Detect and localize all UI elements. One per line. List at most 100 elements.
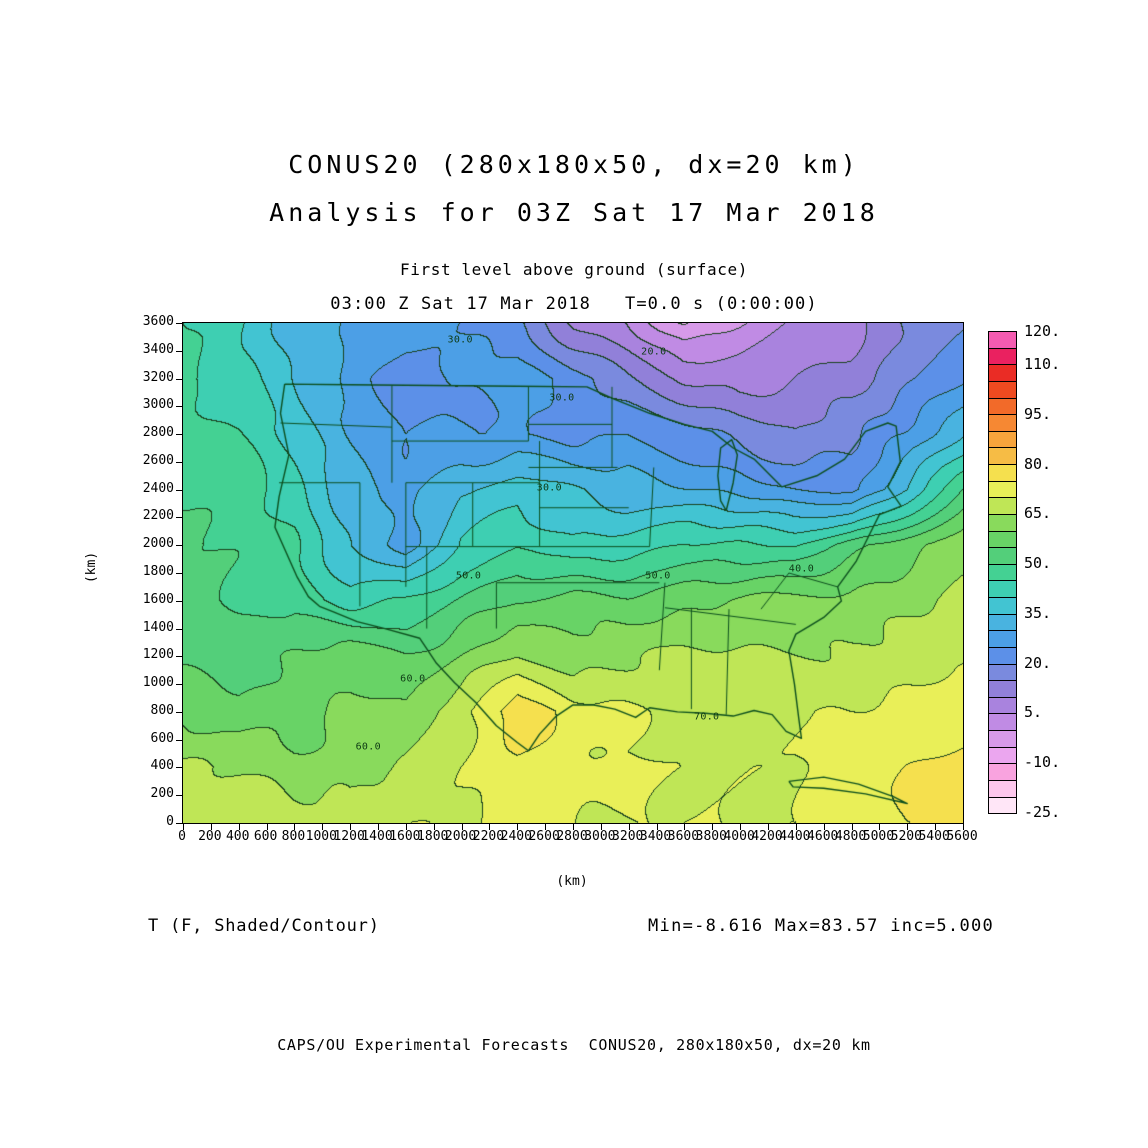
x-tick-mark <box>461 823 463 830</box>
y-tick-mark <box>176 489 183 491</box>
x-tick-mark <box>823 823 825 830</box>
x-tick-label: 1600 <box>389 829 421 844</box>
y-tick-label: 3000 <box>142 397 174 413</box>
x-tick-mark <box>600 823 602 830</box>
y-tick-mark <box>176 795 183 797</box>
colorbar-tick-label: 50. <box>1024 554 1052 573</box>
y-tick-label: 1400 <box>142 619 174 635</box>
y-tick-mark <box>176 656 183 658</box>
x-axis-tick-labels: 0 200 400 600 800 1000 1200 1400 1600 1800 2000 220… <box>178 829 978 846</box>
title-line-2: Analysis for 03Z Sat 17 Mar 2018 <box>269 198 879 227</box>
x-tick-mark <box>322 823 324 830</box>
y-tick-mark <box>176 823 183 824</box>
y-tick-mark <box>176 600 183 602</box>
y-tick-mark <box>176 767 183 769</box>
colorbar-cell <box>989 564 1016 582</box>
y-tick-label: 3600 <box>142 314 174 329</box>
colorbar-cell <box>989 514 1016 532</box>
x-tick-label: 3200 <box>612 829 644 844</box>
x-tick-label: 600 <box>253 829 278 844</box>
y-tick-label: 0 <box>166 814 174 829</box>
x-tick-label: 2200 <box>472 829 505 844</box>
y-tick-mark <box>176 739 183 741</box>
colorbar-cell <box>989 581 1016 598</box>
colorbar-tick-label: 120. <box>1024 322 1061 340</box>
x-tick-mark <box>851 823 853 830</box>
x-tick-mark <box>350 823 352 830</box>
contour-label: 60.0 <box>400 673 426 685</box>
x-tick-label: 200 <box>198 829 222 844</box>
y-tick-label: 1600 <box>142 591 174 607</box>
level-subtitle: First level above ground (surface) <box>400 260 748 279</box>
y-tick-label: 2000 <box>142 536 174 552</box>
y-tick-label: 2200 <box>142 508 174 524</box>
y-axis-tick-labels: 0 200 400 600 800 1000 1200 1400 1600 1800 2000 220… <box>118 314 174 829</box>
y-tick-mark <box>176 406 183 408</box>
x-tick-label: 1000 <box>305 829 337 844</box>
colorbar-cell <box>989 431 1016 449</box>
x-tick-mark <box>378 823 379 830</box>
colorbar-tick-label: 80. <box>1024 454 1052 473</box>
x-tick-mark <box>294 823 296 830</box>
x-tick-mark <box>684 823 686 830</box>
colorbar-cell <box>989 381 1016 399</box>
colorbar-cell <box>989 398 1016 416</box>
x-axis-label: (km) <box>556 874 588 889</box>
x-tick-mark <box>879 823 881 830</box>
x-tick-label: 4000 <box>723 829 755 844</box>
y-tick-label: 200 <box>150 786 174 802</box>
colorbar-cell <box>989 465 1016 482</box>
x-tick-mark <box>795 823 797 830</box>
contour-label: 30.0 <box>447 334 473 346</box>
x-tick-label: 3600 <box>667 829 700 844</box>
colorbar-cell <box>989 697 1016 715</box>
x-tick-mark <box>266 823 268 830</box>
x-tick-label: 800 <box>281 829 306 844</box>
y-tick-label: 800 <box>150 702 174 718</box>
x-tick-label: 5600 <box>946 829 978 844</box>
colorbar-cell <box>989 780 1016 798</box>
credit-line: CAPS/OU Experimental Forecasts CONUS20, … <box>277 1036 871 1054</box>
x-tick-label: 4200 <box>751 829 783 844</box>
x-tick-mark <box>712 823 714 830</box>
y-tick-mark <box>176 628 183 630</box>
plot-area: 30.0 20.0 30.0 30.0 50.0 50.0 40.0 60.0 60.0 70.0 <box>176 322 964 830</box>
y-tick-mark <box>176 711 183 713</box>
colorbar-cell <box>989 764 1016 781</box>
colorbar-cell <box>989 731 1016 748</box>
x-tick-label: 3800 <box>695 829 727 844</box>
temperature-field-canvas <box>183 323 963 823</box>
y-tick-mark <box>176 545 183 547</box>
contour-label: 50.0 <box>455 570 482 582</box>
colorbar-cell <box>989 332 1016 349</box>
colorbar-cell <box>989 747 1016 765</box>
y-tick-label: 2400 <box>142 480 174 496</box>
colorbar-tick-label: 20. <box>1024 653 1052 672</box>
y-tick-mark <box>176 350 183 352</box>
y-tick-mark <box>176 323 183 324</box>
x-tick-label: 4800 <box>834 829 867 844</box>
x-tick-label: 2000 <box>444 829 477 844</box>
x-tick-mark <box>573 823 574 830</box>
x-tick-label: 5000 <box>862 829 895 844</box>
colorbar-cell <box>989 598 1016 615</box>
contour-labels: 30.0 20.0 30.0 30.0 50.0 50.0 40.0 60.0 60.0 70.0 <box>183 323 963 823</box>
colorbar-tick-label: 35. <box>1024 603 1052 622</box>
colorbar-cell <box>989 481 1016 499</box>
colorbar-tick-label: -10. <box>1024 753 1061 772</box>
colorbar-tick-label: 95. <box>1024 404 1052 423</box>
y-tick-mark <box>176 461 183 463</box>
colorbar-cell <box>989 415 1016 432</box>
stats-label: Min=-8.616 Max=83.57 inc=5.000 <box>648 916 995 936</box>
x-tick-mark <box>545 823 547 830</box>
y-tick-mark <box>176 378 183 380</box>
x-tick-label: 5200 <box>890 829 922 844</box>
colorbar-cell <box>989 548 1016 565</box>
x-tick-mark <box>210 823 212 830</box>
title-line-1: CONUS20 (280x180x50, dx=20 km) <box>288 150 860 179</box>
contour-label: 70.0 <box>694 711 720 723</box>
y-tick-mark <box>176 573 183 574</box>
x-tick-label: 1200 <box>333 829 365 844</box>
colorbar-cell <box>989 614 1016 632</box>
